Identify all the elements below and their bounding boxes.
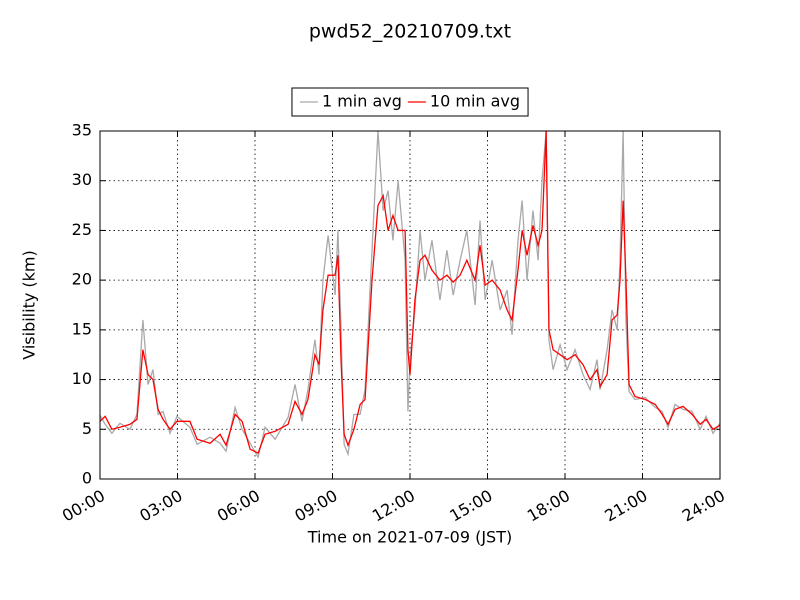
- y-tick-label: 20: [72, 270, 92, 289]
- chart-title: pwd52_20210709.txt: [309, 21, 511, 43]
- y-tick-label: 30: [72, 170, 92, 189]
- y-axis-label: Visibility (km): [20, 250, 39, 359]
- y-tick-label: 25: [72, 220, 92, 239]
- y-tick-label: 0: [82, 469, 92, 488]
- data-line: [100, 131, 720, 459]
- legend: 1 min avg 10 min avg: [291, 87, 529, 117]
- data-line: [100, 131, 720, 455]
- y-tick-label: 5: [82, 419, 92, 438]
- legend-label: 10 min avg: [430, 92, 520, 111]
- x-axis-label: Time on 2021-07-09 (JST): [307, 528, 512, 547]
- y-tick-label: 10: [72, 369, 92, 388]
- y-tick-label: 35: [72, 121, 92, 140]
- plot-frame: [99, 130, 721, 480]
- y-tick-label: 15: [72, 319, 92, 338]
- legend-label: 1 min avg: [322, 92, 402, 111]
